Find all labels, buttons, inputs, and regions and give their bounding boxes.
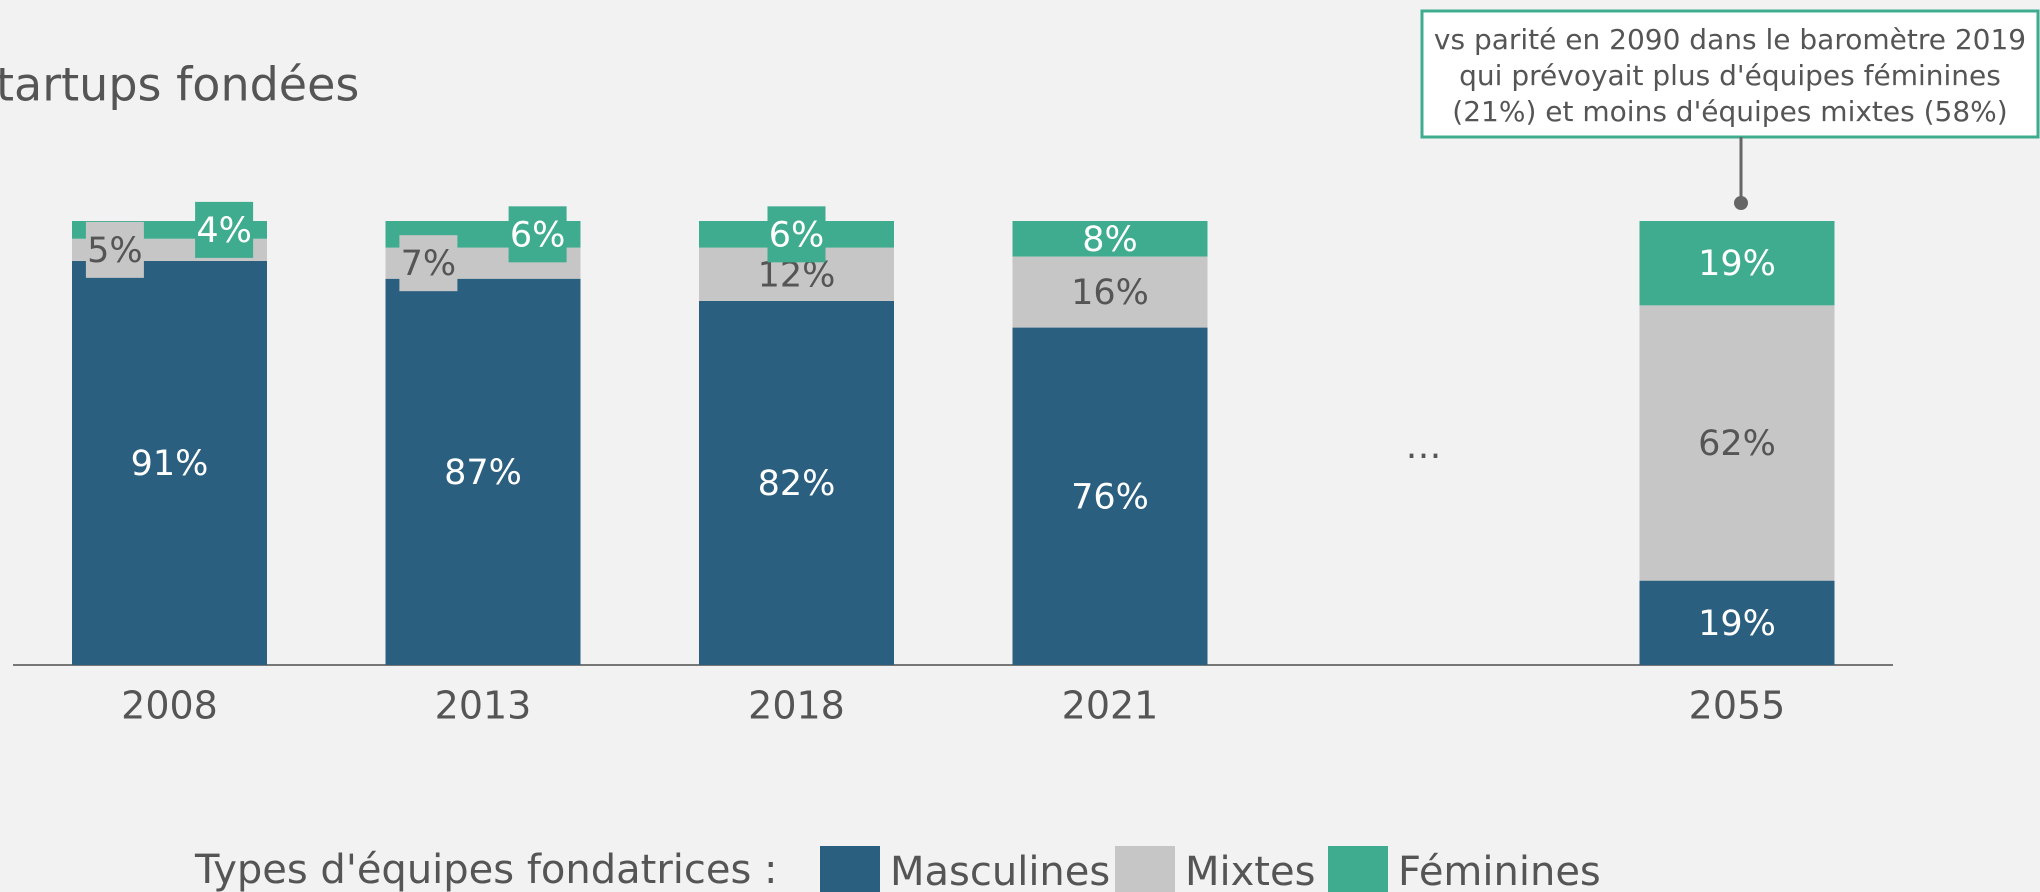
bar-segment [385,278,581,665]
label-box [767,206,826,263]
x-tick-label: 2013 [435,684,532,728]
value-label: 4% [196,211,252,251]
value-label: 76% [1071,477,1149,517]
annotation-dot [1734,196,1748,210]
value-label: 19% [1698,244,1776,284]
value-label: 7% [401,244,457,284]
x-tick-label: 2055 [1689,684,1786,728]
value-label: 19% [1698,604,1776,644]
annotation-text: qui prévoyait plus d'équipes féminines [1459,59,2001,92]
bar-segment [72,260,267,665]
x-tick-label: 2021 [1062,684,1159,728]
label-box [85,221,144,278]
bar-segment [699,300,894,665]
x-tick-label: 2018 [748,684,845,728]
ellipsis: … [1406,426,1442,467]
legend-label: Féminines [1398,849,1601,892]
legend-label: Masculines [890,849,1110,892]
value-label: 62% [1698,424,1776,464]
label-box [508,206,567,263]
value-label: 87% [444,453,522,493]
bar-segment [1012,221,1208,257]
annotation-box [1420,9,2040,139]
value-label: 8% [1082,220,1138,260]
legend-swatch [1115,846,1175,892]
annotation-text: vs parité en 2090 dans le baromètre 2019 [1434,23,2026,56]
legend-title: Types d'équipes fondatrices : [194,847,778,892]
bar-segment [1639,305,1835,581]
legend-swatch [820,846,880,892]
annotation-text: (21%) et moins d'équipes mixtes (58%) [1452,95,2007,128]
value-label: 5% [87,231,143,271]
value-label: 16% [1071,273,1149,313]
value-label: 6% [510,215,566,255]
bar-segment [1639,580,1835,665]
bar-segment [1639,221,1835,306]
label-box [195,201,254,258]
legend-label: Mixtes [1185,849,1315,892]
chart-title: tartups fondées [0,58,359,112]
bar-segment [1012,327,1208,665]
label-box [399,235,458,292]
x-tick-label: 2008 [121,684,218,728]
value-label: 6% [769,215,825,255]
value-label: 82% [758,464,836,504]
bar-segment [1012,256,1208,328]
legend-swatch [1328,846,1388,892]
value-label: 91% [131,444,209,484]
